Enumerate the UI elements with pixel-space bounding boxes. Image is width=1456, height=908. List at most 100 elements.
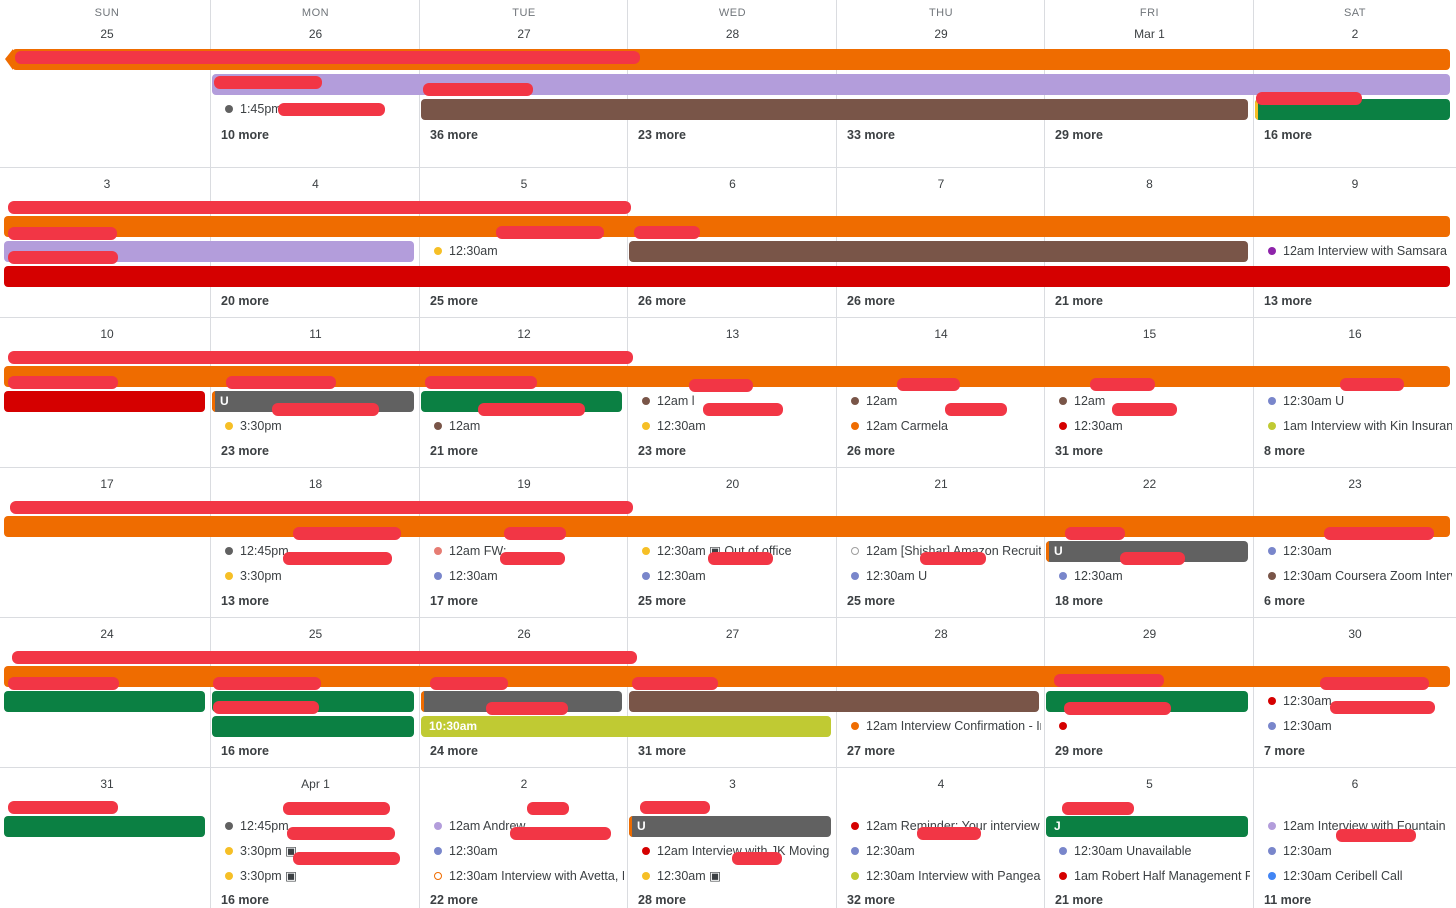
timed-event[interactable]: 12am [434,416,624,436]
timed-event[interactable]: 12:30am [851,841,1041,861]
day-number[interactable]: 6 [1351,777,1359,791]
day-number[interactable]: 2 [1351,27,1359,41]
more-events-link[interactable]: 7 more [1264,744,1305,758]
day-number[interactable]: 13 [725,327,740,341]
timed-event[interactable]: 12am Reminder: Your interview [851,816,1041,836]
more-events-link[interactable]: 17 more [430,594,478,608]
more-events-link[interactable]: 25 more [430,294,478,308]
day-number[interactable]: 31 [100,777,114,791]
timed-event[interactable]: 12am Carmela [851,416,1041,436]
day-number[interactable]: 27 [725,627,740,641]
all-day-event-bar[interactable] [421,99,1248,120]
more-events-link[interactable]: 27 more [847,744,895,758]
all-day-event-bar[interactable] [4,391,205,412]
more-events-link[interactable]: 8 more [1264,444,1305,458]
day-number[interactable]: 24 [100,627,114,641]
all-day-event-bar[interactable]: U [1046,541,1248,562]
timed-event[interactable]: 12:30am [642,416,833,436]
more-events-link[interactable]: 18 more [1055,594,1103,608]
timed-event[interactable]: 12:30am [1059,566,1250,586]
day-number[interactable]: 8 [1146,177,1153,191]
day-number[interactable]: 4 [312,177,319,191]
day-number[interactable]: 23 [1348,477,1362,491]
day-number[interactable]: 21 [934,477,948,491]
day-number[interactable]: 26 [517,627,531,641]
more-events-link[interactable]: 31 more [638,744,686,758]
timed-event[interactable]: 12:45pm [225,816,416,836]
more-events-link[interactable]: 26 more [638,294,686,308]
timed-event[interactable]: 12:30am ▣ [642,866,833,886]
timed-event[interactable]: 12:30am U [851,566,1041,586]
more-events-link[interactable]: 21 more [430,444,478,458]
day-number[interactable]: 9 [1351,177,1359,191]
timed-event[interactable]: 12:30am [1059,416,1250,436]
all-day-event-bar[interactable]: J [1046,816,1248,837]
timed-event[interactable]: 1:45pm [225,99,416,119]
timed-event[interactable]: 12:30am Ceribell Call [1268,866,1452,886]
timed-event[interactable]: 12am l [642,391,833,411]
timed-event[interactable]: 12am [851,391,1041,411]
timed-event[interactable]: 12:30am [434,566,624,586]
all-day-event-bar[interactable] [629,691,1039,712]
timed-event[interactable]: 12:30am Interview with Pangea [851,866,1041,886]
more-events-link[interactable]: 16 more [221,744,269,758]
more-events-link[interactable]: 13 more [221,594,269,608]
timed-event[interactable]: 12:30am [1268,841,1452,861]
timed-event[interactable]: 12am [Shishar] Amazon Recruiting [851,541,1041,561]
day-number[interactable]: 16 [1348,327,1362,341]
timed-event[interactable]: 3:30pm [225,566,416,586]
all-day-event-bar[interactable] [4,516,1450,537]
day-number[interactable]: 27 [517,27,531,41]
all-day-event-bar[interactable] [4,816,205,837]
all-day-event-bar[interactable] [4,266,1450,287]
more-events-link[interactable]: 24 more [430,744,478,758]
more-events-link[interactable]: 23 more [638,444,686,458]
timed-event[interactable]: 12am Interview Confirmation - In [851,716,1041,736]
timed-event[interactable] [1059,716,1250,736]
day-number[interactable]: 2 [520,777,528,791]
timed-event[interactable]: 1am Robert Half Management Res [1059,866,1250,886]
more-events-link[interactable]: 21 more [1055,893,1103,907]
day-number[interactable]: 17 [100,477,114,491]
timed-event[interactable]: 12am Interview with Samsara [1268,241,1452,261]
more-events-link[interactable]: 10 more [221,128,269,142]
timed-event[interactable]: 12:30am [1268,691,1452,711]
timed-event[interactable]: 12:30am [434,841,624,861]
day-number[interactable]: 29 [934,27,948,41]
more-events-link[interactable]: 21 more [1055,294,1103,308]
timed-event[interactable]: 1am Interview with Kin Insurance [1268,416,1452,436]
all-day-event-bar[interactable] [629,241,1248,262]
day-number[interactable]: 30 [1348,627,1362,641]
more-events-link[interactable]: 29 more [1055,128,1103,142]
more-events-link[interactable]: 32 more [847,893,895,907]
day-number[interactable]: 14 [934,327,948,341]
more-events-link[interactable]: 23 more [221,444,269,458]
all-day-event-bar[interactable] [4,691,205,712]
all-day-event-bar[interactable] [421,691,622,712]
timed-event[interactable]: 12:30am [434,241,624,261]
timed-event[interactable]: 12:30am Interview with Avetta, Inc. [434,866,624,886]
timed-event[interactable]: 12:45pm [225,541,416,561]
day-number[interactable]: 6 [729,177,736,191]
day-number[interactable]: 25 [100,27,114,41]
more-events-link[interactable]: 16 more [221,893,269,907]
all-day-event-bar[interactable]: 10:30am [421,716,831,737]
day-number[interactable]: Apr 1 [301,777,330,791]
day-number[interactable]: 19 [517,477,531,491]
timed-event[interactable]: 3:30pm ▣ [225,841,416,861]
all-day-event-bar[interactable] [4,366,1450,387]
more-events-link[interactable]: 29 more [1055,744,1103,758]
day-number[interactable]: 4 [937,777,945,791]
timed-event[interactable]: 12:30am Unavailable [1059,841,1250,861]
day-number[interactable]: 7 [937,177,945,191]
more-events-link[interactable]: 26 more [847,444,895,458]
day-number[interactable]: 3 [729,777,736,791]
day-number[interactable]: 11 [309,327,322,341]
more-events-link[interactable]: 22 more [430,893,478,907]
more-events-link[interactable]: 6 more [1264,594,1305,608]
more-events-link[interactable]: 26 more [847,294,895,308]
timed-event[interactable]: 3:30pm [225,416,416,436]
more-events-link[interactable]: 36 more [430,128,478,142]
day-number[interactable]: 29 [1142,627,1157,641]
timed-event[interactable]: 12am Andrew [434,816,624,836]
